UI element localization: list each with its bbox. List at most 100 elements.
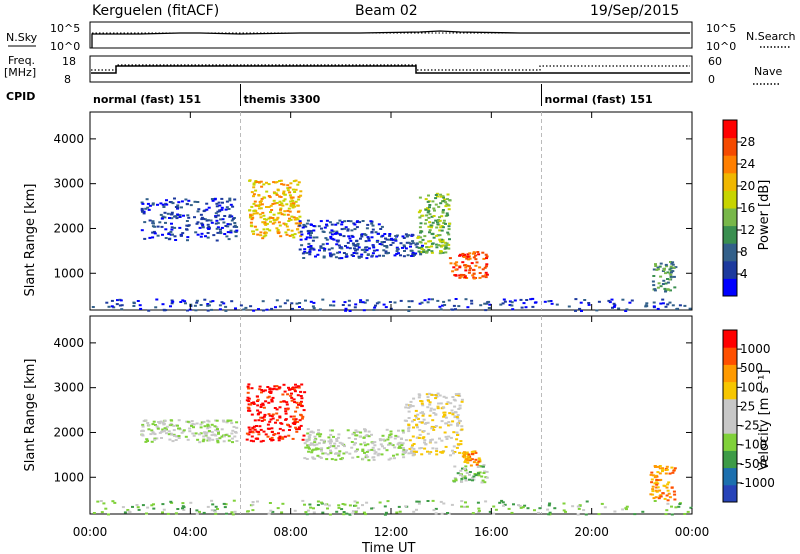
- range-cell: [167, 433, 171, 436]
- range-cell: [227, 208, 231, 210]
- range-cell: [202, 420, 206, 423]
- range-cell: [295, 302, 299, 305]
- range-cell: [297, 403, 300, 406]
- range-cell: [434, 441, 438, 444]
- range-cell: [155, 298, 159, 301]
- range-cell: [230, 432, 234, 435]
- range-cell: [361, 448, 365, 451]
- range-cell: [185, 420, 189, 423]
- range-cell: [407, 306, 411, 308]
- range-cell: [296, 394, 300, 397]
- range-cell: [423, 299, 427, 302]
- range-cell: [290, 215, 294, 218]
- range-cell: [397, 446, 401, 449]
- range-cell: [310, 232, 313, 234]
- range-cell: [182, 509, 186, 511]
- range-cell: [252, 195, 255, 198]
- range-cell: [353, 228, 357, 231]
- range-cell: [248, 431, 252, 434]
- range-cell: [211, 503, 215, 506]
- range-cell: [364, 246, 368, 249]
- range-cell: [256, 233, 260, 236]
- range-cell: [415, 416, 419, 419]
- range-cell: [418, 421, 422, 423]
- range-cell: [319, 220, 323, 223]
- range-cell: [376, 232, 380, 235]
- range-cell: [380, 225, 384, 228]
- range-cell: [273, 433, 277, 435]
- range-cell: [355, 501, 359, 504]
- range-cell: [294, 426, 298, 429]
- range-cell: [268, 229, 272, 232]
- range-cell: [265, 308, 269, 311]
- range-cell: [430, 427, 434, 430]
- range-cell: [163, 216, 167, 219]
- range-cell: [355, 448, 359, 451]
- range-cell: [320, 447, 324, 450]
- range-cell: [508, 304, 512, 306]
- range-cell: [351, 510, 355, 513]
- range-cell: [372, 249, 376, 252]
- range-cell: [427, 194, 430, 197]
- range-cell: [169, 305, 172, 308]
- range-cell: [248, 209, 252, 212]
- range-cell: [174, 239, 178, 241]
- range-cell: [354, 442, 357, 445]
- range-cell: [275, 385, 279, 388]
- range-cell: [567, 305, 571, 308]
- range-cell: [477, 253, 481, 256]
- range-cell: [465, 264, 469, 267]
- range-cell: [435, 226, 439, 229]
- range-cell: [159, 202, 163, 205]
- range-cell: [385, 428, 389, 431]
- range-cell: [455, 446, 459, 449]
- range-cell: [424, 242, 428, 245]
- range-cell: [142, 212, 146, 215]
- range-cell: [288, 217, 291, 220]
- range-cell: [176, 204, 180, 207]
- range-cell: [678, 304, 682, 307]
- range-cell: [328, 513, 332, 516]
- range-cell: [336, 222, 340, 225]
- range-cell: [166, 512, 170, 515]
- range-cell: [578, 504, 582, 507]
- range-cell: [295, 401, 299, 404]
- range-cell: [431, 221, 435, 224]
- range-cell: [656, 266, 660, 269]
- range-cell: [328, 442, 332, 445]
- range-cell: [328, 231, 332, 234]
- range-cell: [463, 275, 467, 277]
- range-cell: [427, 210, 431, 213]
- range-cell: [421, 411, 424, 414]
- range-cell: [275, 388, 279, 391]
- range-cell: [363, 430, 367, 433]
- range-cell: [220, 428, 224, 431]
- range-cell: [147, 309, 151, 312]
- range-cell: [187, 224, 191, 227]
- range-cell: [419, 447, 423, 449]
- range-cell: [390, 237, 393, 240]
- range-cell: [332, 238, 336, 241]
- range-cell: [463, 461, 467, 463]
- range-cell: [306, 428, 310, 431]
- range-cell: [305, 438, 309, 441]
- range-cell: [683, 513, 687, 515]
- range-cell: [484, 271, 488, 274]
- range-cell: [177, 437, 181, 439]
- range-cell: [412, 510, 416, 513]
- range-cell: [428, 231, 431, 234]
- range-cell: [667, 492, 671, 495]
- range-cell: [196, 221, 200, 224]
- range-cell: [494, 508, 498, 511]
- range-cell: [587, 302, 591, 304]
- range-cell: [426, 211, 430, 214]
- range-cell: [270, 307, 274, 310]
- range-cell: [337, 244, 341, 247]
- range-cell: [145, 438, 149, 441]
- range-cell: [671, 304, 675, 307]
- range-cell: [203, 298, 207, 301]
- range-cell: [272, 181, 276, 184]
- range-cell: [111, 500, 115, 503]
- range-cell: [260, 391, 263, 394]
- range-cell: [453, 262, 457, 265]
